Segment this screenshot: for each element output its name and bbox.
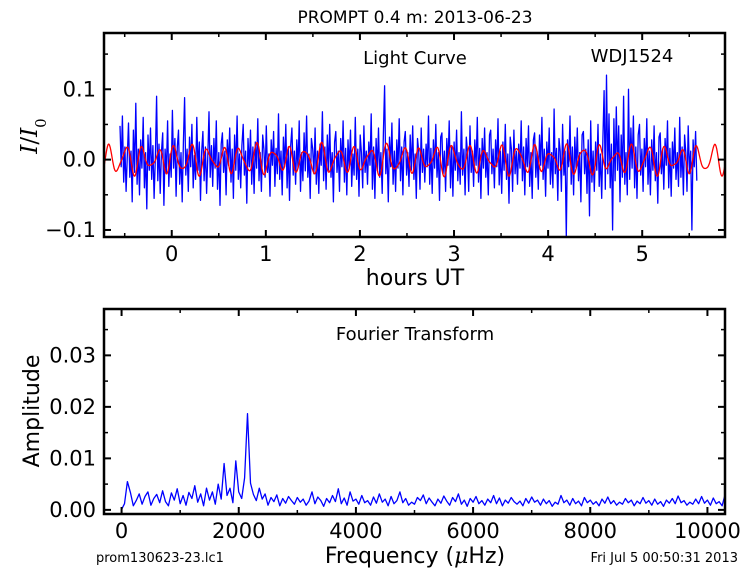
x-tick-label: 10000 [674, 519, 741, 543]
y-label-slash: / [17, 137, 43, 145]
light-curve-plot-area [104, 74, 725, 237]
x-tick-label: 4 [541, 242, 554, 266]
fourier-ticks [104, 309, 725, 514]
light-curve-data-line [119, 74, 698, 237]
light-curve-y-tick-labels: −0.1 0.0 0.1 [45, 77, 96, 242]
light-curve-annotation: Light Curve [363, 48, 467, 69]
light-curve-frame [102, 31, 727, 239]
x-tick-label: 2 [353, 242, 366, 266]
x-tick-label: 0 [165, 242, 178, 266]
y-label-denominator: I [17, 127, 43, 138]
object-name-label: WDJ1524 [591, 46, 674, 67]
fourier-x-axis-label: Frequency (μHz) [325, 544, 505, 569]
fourier-x-tick-labels: 0 2000 4000 6000 8000 10000 [115, 519, 741, 543]
x-tick-label: 2000 [212, 519, 265, 543]
y-label-subscript: 0 [32, 118, 50, 128]
x-tick-label: 1 [259, 242, 272, 266]
fourier-x-label-prefix: Frequency ( [325, 544, 454, 569]
light-curve-y-axis-label: I/I0 [17, 118, 50, 154]
light-curve-panel: 0 1 2 3 4 5 −0.1 0.0 0.1 Light Curve WDJ1524 ho… [17, 31, 727, 291]
x-tick-label: 4000 [329, 519, 382, 543]
x-tick-label: 3 [447, 242, 460, 266]
y-tick-label: −0.1 [45, 218, 96, 242]
source-filename: prom130623-23.lc1 [96, 551, 224, 566]
figure-title: PROMPT 0.4 m: 2013-06-23 [297, 8, 532, 28]
fourier-y-axis-label: Amplitude [20, 355, 45, 468]
y-tick-label: 0.01 [49, 446, 96, 470]
x-tick-label: 8000 [564, 519, 617, 543]
fourier-annotation: Fourier Transform [336, 324, 494, 345]
y-tick-label: 0.0 [63, 148, 96, 172]
y-tick-label: 0.02 [49, 395, 96, 419]
y-label-numerator: I [17, 144, 43, 155]
fourier-x-label-suffix: Hz) [468, 544, 505, 569]
fourier-y-tick-labels: 0.00 0.01 0.02 0.03 [49, 343, 96, 522]
light-curve-ticks [104, 33, 725, 237]
x-tick-label: 0 [115, 519, 128, 543]
svg-text:I/I0: I/I0 [17, 118, 50, 154]
light-curve-x-axis-label: hours UT [366, 266, 465, 291]
fourier-spectrum-line [121, 412, 725, 510]
x-tick-label: 6000 [446, 519, 499, 543]
light-curve-model-line [104, 141, 725, 178]
fourier-x-label-symbol: μ [454, 544, 468, 569]
x-tick-label: 5 [636, 242, 649, 266]
fourier-panel: 0 2000 4000 6000 8000 10000 0.000.010.020.03 … [20, 307, 741, 569]
y-tick-label: 0.00 [49, 498, 96, 522]
y-tick-label: 0.1 [63, 77, 96, 101]
y-tick-label: 0.03 [49, 343, 96, 367]
timestamp: Fri Jul 5 00:50:31 2013 [591, 551, 738, 566]
light-curve-x-tick-labels: 0 1 2 3 4 5 [165, 242, 649, 266]
fourier-plot-area [121, 412, 725, 510]
